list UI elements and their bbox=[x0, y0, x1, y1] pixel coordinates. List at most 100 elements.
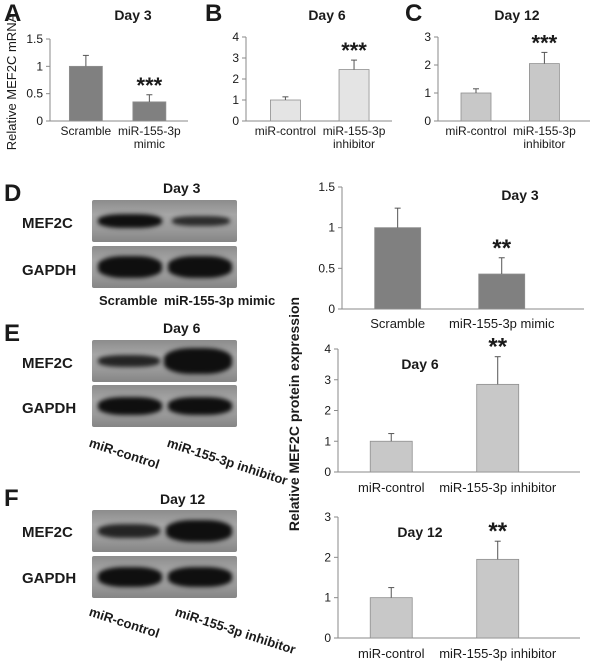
x-category-label: mimic bbox=[134, 137, 165, 151]
x-category-label: miR-155-3p inhibitor bbox=[439, 480, 557, 495]
significance-marker: ** bbox=[492, 235, 511, 262]
y-tick-label: 2 bbox=[324, 404, 331, 418]
y-tick-label: 0 bbox=[36, 114, 43, 128]
bar bbox=[369, 597, 413, 639]
y-tick-label: 3 bbox=[324, 510, 331, 524]
y-tick-label: 1 bbox=[324, 434, 331, 448]
chart-c: Day 12 0 1 2 3 miR-control *** miR-155-3pinhibi… bbox=[424, 7, 590, 151]
bar bbox=[338, 69, 370, 122]
bar bbox=[478, 273, 526, 310]
y-tick-label: 0.5 bbox=[26, 87, 43, 101]
blot-e-gapdh-band-1 bbox=[98, 397, 162, 415]
x-category-label: inhibitor bbox=[523, 137, 565, 151]
blot-d-row2-label: GAPDH bbox=[22, 262, 77, 279]
blot-f-title: Day 12 bbox=[160, 491, 206, 507]
bar bbox=[132, 101, 167, 122]
panel-letter-b: B bbox=[205, 0, 223, 27]
panel-letter-a: A bbox=[4, 0, 22, 27]
bar bbox=[68, 65, 103, 122]
significance-marker: *** bbox=[137, 73, 163, 98]
x-category-label: miR-155-3p bbox=[118, 124, 181, 138]
significance-marker: *** bbox=[341, 38, 367, 63]
blot-f-gapdh-band-2 bbox=[168, 567, 232, 587]
x-category-label: miR-155-3p bbox=[323, 124, 386, 138]
blot-e-gapdh-band-2 bbox=[168, 397, 232, 415]
x-category-label: miR-control bbox=[358, 480, 425, 495]
x-category-label: miR-control bbox=[255, 124, 316, 138]
y-tick-label: 0 bbox=[328, 302, 335, 316]
x-category-label: miR-155-3p inhibitor bbox=[439, 646, 557, 661]
blot-d-mef2c-strip bbox=[92, 200, 237, 242]
y-tick-label: 3 bbox=[424, 30, 431, 44]
y-tick-label: 0.5 bbox=[318, 261, 335, 275]
blot-f-mef2c-strip bbox=[92, 510, 237, 552]
y-tick-label: 4 bbox=[324, 342, 331, 356]
panel-letter-e: E bbox=[4, 320, 21, 347]
blot-d-title: Day 3 bbox=[163, 180, 201, 196]
y-tick-label: 0 bbox=[324, 465, 331, 479]
blot-e-row2-label: GAPDH bbox=[22, 400, 77, 417]
blot-f-row2-label: GAPDH bbox=[22, 570, 77, 587]
x-category-label: Scramble bbox=[61, 124, 112, 138]
panel-letter-f: F bbox=[4, 485, 19, 512]
y-tick-label: 2 bbox=[424, 58, 431, 72]
bar bbox=[369, 440, 413, 473]
blot-f-gapdh-strip bbox=[92, 556, 237, 598]
significance-marker: ** bbox=[488, 334, 507, 361]
blot-e-gapdh-strip bbox=[92, 385, 237, 427]
chart-title: Day 12 bbox=[494, 7, 539, 23]
chart-title: Day 3 bbox=[114, 7, 152, 23]
y-tick-label: 3 bbox=[232, 51, 239, 65]
y-tick-label: 0 bbox=[324, 631, 331, 645]
blot-e-mef2c-strip bbox=[92, 340, 237, 382]
y-tick-label: 1.5 bbox=[318, 180, 335, 194]
x-category-label: miR-155-3p bbox=[513, 124, 576, 138]
panel-letter-d: D bbox=[4, 180, 22, 207]
significance-marker: *** bbox=[532, 30, 558, 55]
blot-d-row1-label: MEF2C bbox=[22, 215, 73, 232]
chart-b: Day 6 0 1 2 3 4 miR-control *** miR-155-3pinhibi… bbox=[232, 7, 392, 151]
blot-d-gapdh-band-2 bbox=[168, 256, 232, 278]
blot-f-mef2c-band-2 bbox=[166, 520, 232, 542]
blot-d-mef2c-band-2 bbox=[172, 216, 230, 226]
y-tick-label: 1 bbox=[324, 591, 331, 605]
chart-title: Day 6 bbox=[308, 7, 346, 23]
bar bbox=[460, 92, 492, 122]
blot-f-row1-label: MEF2C bbox=[22, 524, 73, 541]
x-category-label: miR-control bbox=[445, 124, 506, 138]
y-tick-label: 2 bbox=[324, 550, 331, 564]
blot-f-mef2c-band-1 bbox=[98, 524, 160, 538]
y-tick-label: 3 bbox=[324, 373, 331, 387]
blot-e-title: Day 6 bbox=[163, 320, 201, 336]
y-tick-label: 1 bbox=[328, 221, 335, 235]
y-tick-label: 0 bbox=[232, 114, 239, 128]
bar bbox=[476, 558, 520, 639]
chart-title: Day 12 bbox=[397, 524, 442, 540]
bar bbox=[529, 63, 560, 122]
blot-d-lane-2-label: miR-155-3p mimic bbox=[164, 293, 276, 308]
y-tick-label: 1 bbox=[424, 86, 431, 100]
panel-letter-c: C bbox=[405, 0, 423, 27]
y-tick-label: 1 bbox=[36, 59, 43, 73]
bar bbox=[270, 99, 301, 122]
blot-d-gapdh-strip bbox=[92, 246, 237, 288]
blot-e-mef2c-band-1 bbox=[98, 355, 160, 367]
blot-d-mef2c-band-1 bbox=[98, 214, 162, 228]
chart-title: Day 3 bbox=[501, 187, 539, 203]
x-category-label: miR-155-3p mimic bbox=[449, 316, 555, 331]
x-category-label: inhibitor bbox=[333, 137, 375, 151]
chart-e-chart: Day 6 0 1 2 3 4 miR-control ** miR-155-3p inhibi… bbox=[324, 334, 580, 495]
blot-d-lane-1-label: Scramble bbox=[99, 293, 158, 308]
chart-f-chart: Day 12 0 1 2 3 miR-control ** miR-155-3p inhibi… bbox=[324, 510, 580, 661]
y-tick-label: 0 bbox=[424, 114, 431, 128]
blot-f-gapdh-band-1 bbox=[98, 567, 162, 587]
chart-d-chart: Day 3 0 0.5 1 1.5 Scramble ** miR-155-3p mimic bbox=[318, 180, 584, 331]
x-category-label: miR-control bbox=[358, 646, 425, 661]
y-tick-label: 2 bbox=[232, 72, 239, 86]
y-tick-label: 1.5 bbox=[26, 32, 43, 46]
blot-d-gapdh-band-1 bbox=[98, 256, 162, 278]
x-category-label: Scramble bbox=[370, 316, 425, 331]
bar bbox=[476, 383, 520, 473]
